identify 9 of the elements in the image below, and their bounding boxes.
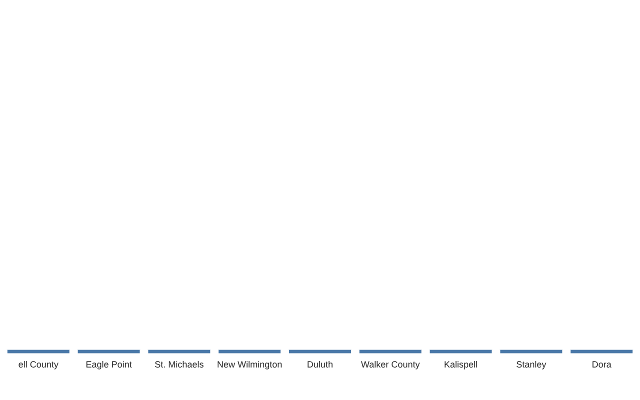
x-tick-label: St. Michaels [155, 360, 204, 368]
x-tick-label: Walker County [361, 360, 420, 370]
x-tick-label: ell County [18, 360, 58, 370]
x-tick-label: New Wilmington [218, 360, 282, 370]
x-tick-label: Eagle Point [86, 360, 132, 370]
x-tick-label: Kalispell [444, 360, 478, 370]
x-tick-label: Stanley [516, 360, 546, 370]
x-tick-label: Dora [592, 361, 612, 368]
x-tick-label: Duluth [308, 360, 332, 368]
